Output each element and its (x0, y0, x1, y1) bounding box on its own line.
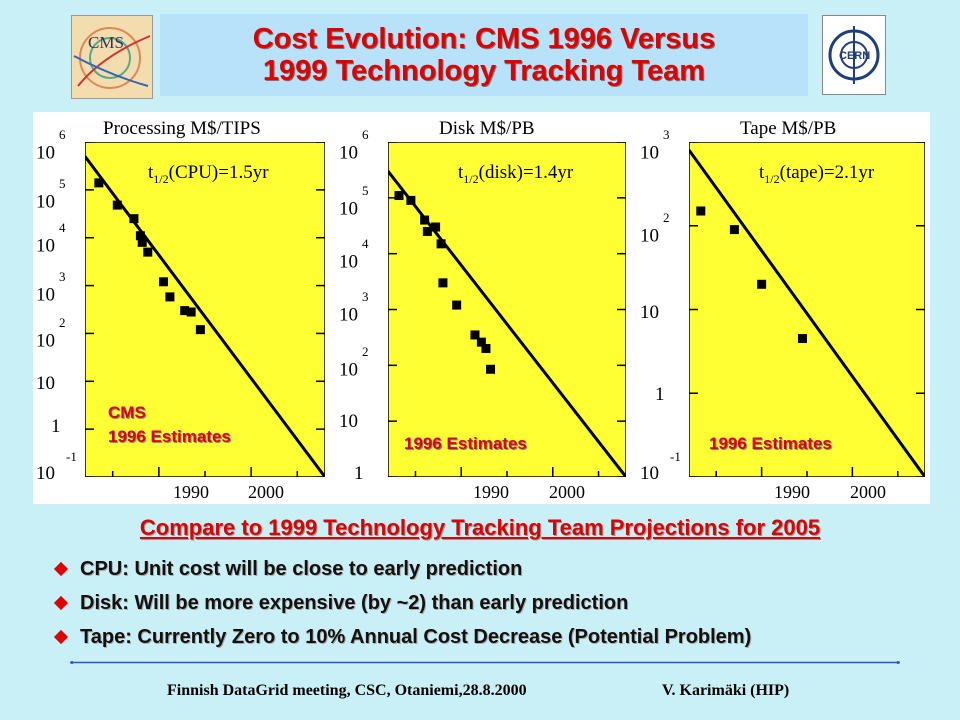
panel-disk: Disk M$/PB 106 105 104 103 102 10 1 t1/2… (336, 112, 634, 504)
diamond-bullet-icon (53, 629, 69, 645)
x-tick-label: 1990 (473, 482, 509, 502)
data-point (165, 292, 175, 302)
y-tick-label: 10 (36, 373, 55, 394)
x-tick-label: 2000 (248, 482, 284, 502)
half-life-label: t1/2(disk)=1.4yr (458, 162, 574, 186)
footer-author: V. Karimäki (HIP) (662, 682, 790, 699)
chart-title: Processing M$/TIPS (103, 118, 261, 139)
data-point (696, 206, 706, 216)
y-tick-label: 10 (640, 302, 659, 323)
plot-background (388, 142, 626, 477)
data-point (420, 215, 430, 225)
data-point (470, 330, 480, 340)
x-tick-label: 2000 (850, 482, 886, 502)
panel-processing: Processing M$/TIPS 106 105 104 103 102 1… (33, 112, 333, 504)
compare-heading: Compare to 1999 Technology Tracking Team… (139, 515, 821, 540)
estimate-label: CMS 1996 Estimates (108, 403, 231, 446)
data-point (481, 344, 491, 354)
data-point (476, 337, 486, 347)
y-tick-label: 10 -1 (36, 449, 77, 484)
y-tick-label: 106 (339, 127, 369, 164)
trend-line (689, 149, 925, 477)
y-tick-label: 10 (339, 411, 358, 432)
data-point (195, 325, 205, 335)
estimate-label: 1996 Estimates (404, 434, 527, 453)
title-line-2: 1999 Technology Tracking Team (262, 55, 706, 87)
y-tick-label: 106 (36, 127, 66, 164)
footer-meeting: Finnish DataGrid meeting, CSC, Otaniemi,… (167, 682, 527, 699)
y-tick-label: 104 (339, 236, 369, 273)
y-tick-label: 1 (354, 463, 364, 484)
x-tick-label: 2000 (549, 482, 585, 502)
data-point (186, 307, 196, 317)
cms-logo: CMS (71, 15, 153, 99)
bullet-tape: Tape: Currently Zero to 10% Annual Cost … (50, 620, 751, 654)
plot-area (689, 142, 925, 477)
data-point (129, 214, 139, 224)
title-line-1: Cost Evolution: CMS 1996 Versus (252, 23, 716, 55)
data-point (180, 306, 190, 316)
data-point (729, 225, 739, 235)
y-tick-label: 1 (51, 416, 61, 437)
y-tick-label: 103 (36, 269, 66, 306)
diamond-bullet-icon (53, 595, 69, 611)
title-banner: Cost Evolution: CMS 1996 Versus 1999 Tec… (160, 14, 808, 96)
panel-tape: Tape M$/PB 103 102 10 1 10 -1 t1/2(tape)=… (637, 112, 930, 504)
data-point (143, 247, 153, 257)
data-point (486, 364, 496, 374)
divider-line (70, 661, 900, 664)
y-tick-label: 102 (339, 344, 369, 381)
x-tick-label: 1990 (173, 482, 209, 502)
half-life-label: t1/2(tape)=2.1yr (759, 162, 875, 186)
data-point (394, 191, 404, 201)
cost-charts-figure: Processing M$/TIPS 106 105 104 103 102 1… (33, 112, 930, 504)
y-tick-label: 102 (640, 210, 670, 247)
data-point (452, 300, 462, 310)
x-tick-label: 1990 (774, 482, 810, 502)
data-point (158, 277, 168, 287)
data-point (436, 239, 446, 249)
bullet-cpu: CPU: Unit cost will be close to early pr… (50, 552, 751, 586)
y-tick-label: 1 (655, 384, 665, 405)
svg-text:CERN: CERN (839, 50, 870, 62)
y-tick-label: 104 (36, 220, 66, 257)
data-point (137, 237, 147, 247)
data-point (406, 195, 416, 205)
y-tick-label: 103 (640, 127, 670, 164)
chart-title: Disk M$/PB (439, 118, 535, 139)
estimate-label: 1996 Estimates (709, 434, 832, 453)
y-tick-label: 103 (339, 289, 369, 326)
half-life-label: t1/2(CPU)=1.5yr (148, 162, 269, 186)
y-tick-label: 105 (36, 176, 66, 213)
plot-area (85, 142, 325, 477)
svg-text:CMS: CMS (88, 33, 124, 52)
data-point (112, 200, 122, 210)
data-point (422, 226, 432, 236)
diamond-bullet-icon (53, 561, 69, 577)
data-point (797, 334, 807, 344)
y-tick-label: 102 (36, 315, 66, 352)
data-point (438, 278, 448, 288)
y-tick-label: 105 (339, 183, 369, 220)
data-point (757, 279, 767, 289)
plot-area (388, 142, 626, 477)
y-tick-label: 10 -1 (640, 449, 681, 484)
data-point (94, 178, 104, 188)
chart-title: Tape M$/PB (740, 118, 837, 139)
cern-logo: CERN (822, 15, 886, 95)
bullet-disk: Disk: Will be more expensive (by ~2) tha… (50, 586, 751, 620)
trend-line (85, 155, 325, 477)
data-point (135, 231, 145, 241)
bullet-list: CPU: Unit cost will be close to early pr… (50, 552, 751, 654)
data-point (431, 222, 441, 232)
